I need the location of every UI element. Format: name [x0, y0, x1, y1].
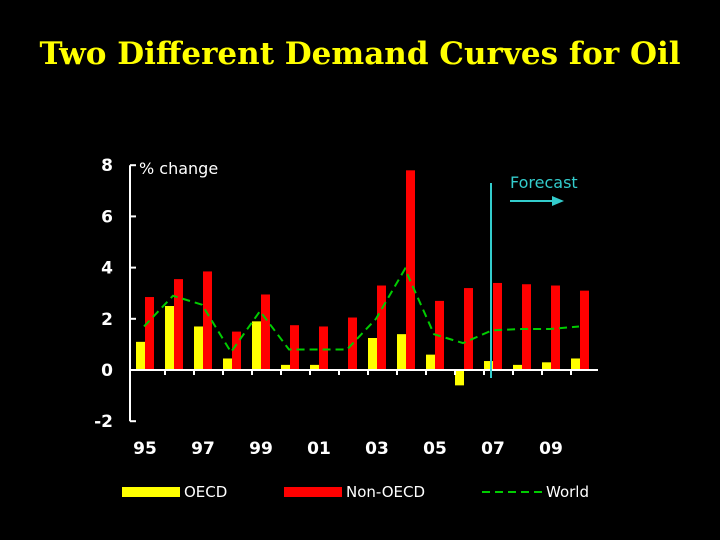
oecd-bar-00 — [281, 364, 290, 370]
legend-non-oecd-label: Non-OECD — [346, 483, 425, 501]
legend-non-oecd-swatch — [284, 487, 342, 497]
legend-world-label: World — [546, 483, 589, 501]
y-tick-label: 4 — [101, 259, 113, 279]
oecd-bar-01 — [310, 364, 319, 370]
oecd-bar-96 — [165, 306, 174, 370]
non-oecd-bar-98 — [232, 331, 241, 370]
non-oecd-bar-00 — [290, 325, 299, 370]
non-oecd-bar-01 — [319, 326, 328, 370]
world-line — [143, 266, 580, 354]
x-tick-label: 95 — [133, 439, 157, 459]
x-tick-label: 01 — [307, 439, 331, 459]
x-tick-label: 99 — [249, 439, 273, 459]
oecd-bars — [136, 306, 580, 386]
oecd-bar-04 — [397, 334, 406, 370]
oecd-bar-03 — [368, 338, 377, 370]
y-tick-label: 2 — [101, 310, 113, 330]
y-tick-label: -2 — [94, 412, 113, 432]
non-oecd-bar-96 — [174, 279, 183, 370]
legend-oecd-swatch — [122, 487, 180, 497]
non-oecd-bar-99 — [261, 294, 270, 370]
non-oecd-bar-95 — [145, 297, 154, 370]
x-tick-label: 03 — [365, 439, 389, 459]
x-ticks: 95 97 99 01 03 05 07 09 — [133, 370, 572, 459]
oecd-bar-06 — [455, 370, 464, 386]
y-tick-label: 0 — [101, 361, 113, 381]
x-tick-label: 07 — [481, 439, 505, 459]
non-oecd-bar-09 — [551, 285, 560, 370]
non-oecd-bar-10 — [580, 290, 589, 370]
y-tick-label: 6 — [101, 207, 113, 227]
forecast-arrow — [510, 196, 564, 206]
oecd-bar-09 — [542, 362, 551, 370]
legend: OECD Non-OECD World — [122, 483, 589, 501]
non-oecd-bar-04 — [406, 170, 415, 370]
y-ticks: 8 6 4 2 0 -2 — [94, 156, 136, 432]
x-tick-label: 97 — [191, 439, 215, 459]
y-unit-label: % change — [139, 159, 218, 178]
legend-oecd-label: OECD — [184, 483, 227, 501]
non-oecd-bar-03 — [377, 285, 386, 370]
oecd-bar-05 — [426, 354, 435, 370]
non-oecd-bar-08 — [522, 284, 531, 370]
oecd-bar-08 — [513, 364, 522, 370]
non-oecd-bar-07 — [493, 282, 502, 370]
slide-title: Two Different Demand Curves for Oil — [39, 36, 681, 72]
non-oecd-bars — [145, 170, 589, 370]
oecd-bar-99 — [252, 321, 261, 370]
x-tick-label: 09 — [539, 439, 563, 459]
oecd-bar-07 — [484, 361, 493, 370]
forecast-label: Forecast — [510, 173, 578, 192]
non-oecd-bar-06 — [464, 288, 473, 370]
forecast-arrow-head — [552, 196, 564, 206]
non-oecd-bar-97 — [203, 271, 212, 370]
y-tick-label: 8 — [101, 156, 113, 176]
x-tick-label: 05 — [423, 439, 447, 459]
oecd-bar-10 — [571, 358, 580, 370]
oecd-bar-95 — [136, 341, 145, 370]
oecd-bar-98 — [223, 358, 232, 370]
oecd-bar-97 — [194, 326, 203, 370]
